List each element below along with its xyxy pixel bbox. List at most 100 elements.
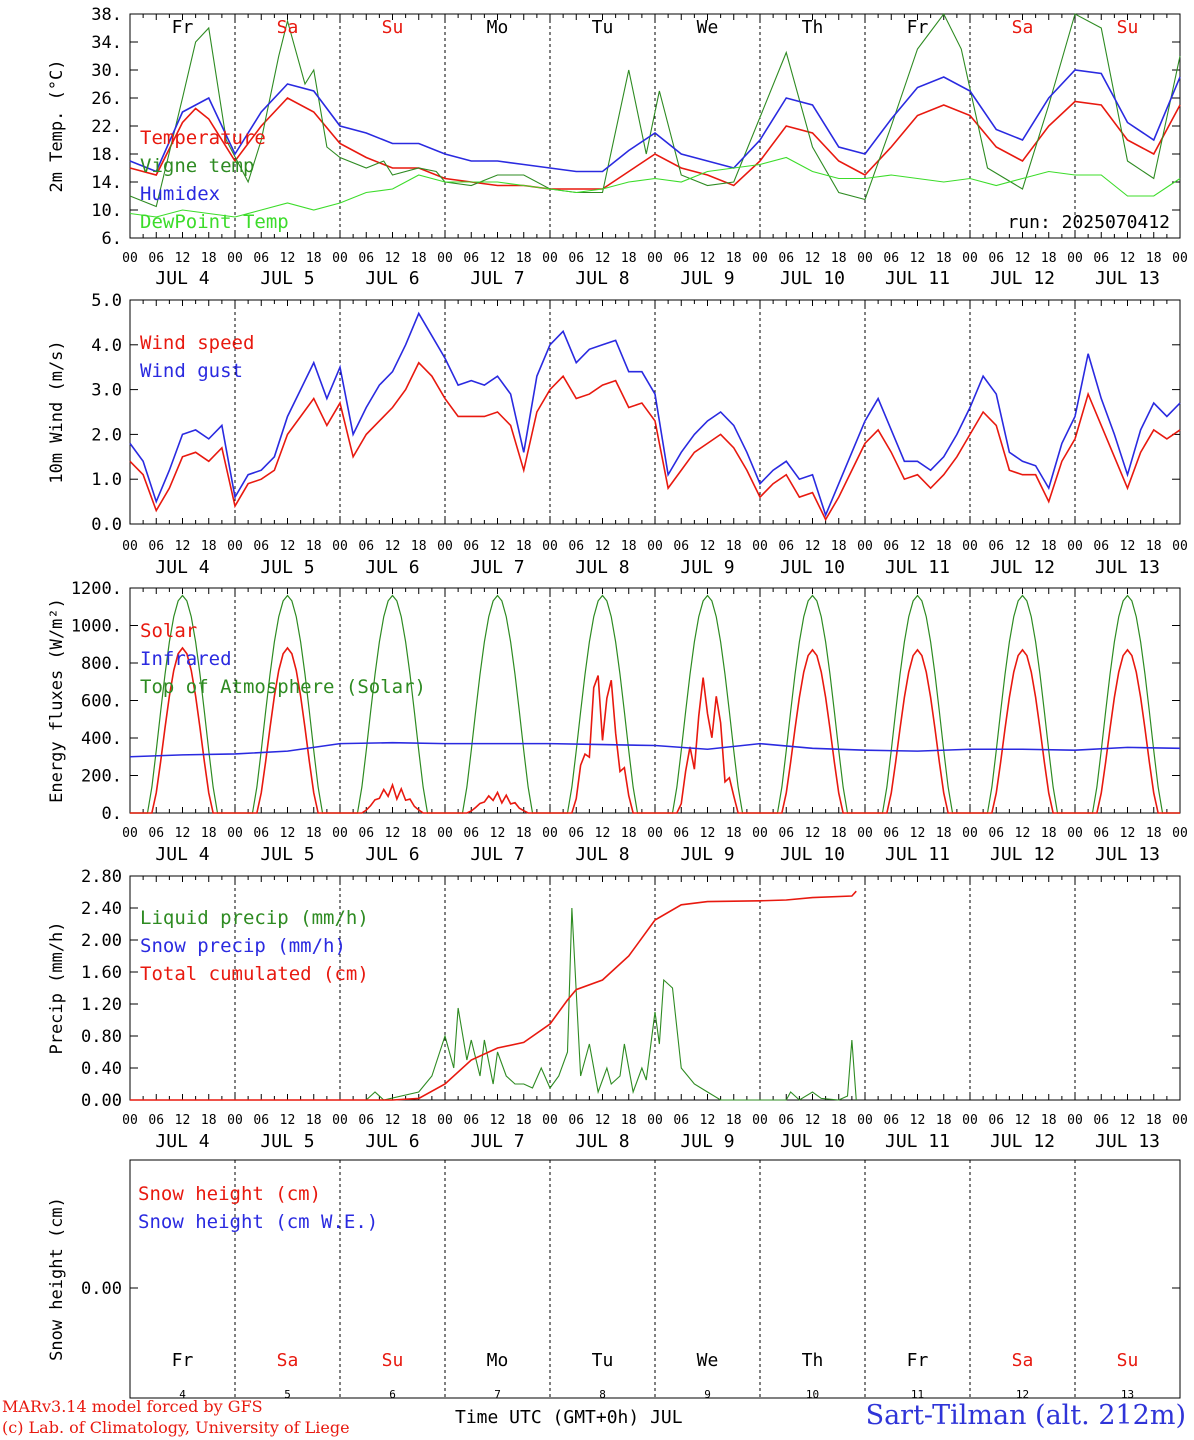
- plot-frame: [129, 1159, 1181, 1399]
- y-tick-label: 1.0: [91, 470, 122, 490]
- date-label: JUL 13: [1095, 1131, 1160, 1152]
- hour-label: 12: [805, 826, 821, 841]
- hour-label: 00: [857, 1113, 873, 1128]
- y-tick-label: 2.80: [81, 867, 122, 887]
- hour-label: 06: [148, 539, 164, 554]
- plot-frame: [129, 587, 1181, 814]
- hour-label: 18: [726, 539, 742, 554]
- weekday-label: Mo: [487, 17, 509, 38]
- hour-label: 00: [542, 1113, 558, 1128]
- hour-label: 06: [568, 251, 584, 266]
- hour-label: 12: [1015, 539, 1031, 554]
- y-tick-label: 0.00: [81, 1091, 122, 1111]
- hour-label: 18: [936, 826, 952, 841]
- hour-label: 06: [253, 539, 269, 554]
- y-tick-label: 2.0: [91, 425, 122, 445]
- series-line-2: [129, 311, 1181, 518]
- date-label: JUL 12: [990, 557, 1055, 578]
- legend-entry: Humidex: [140, 183, 220, 205]
- hour-label: 00: [122, 1113, 138, 1128]
- hour-label: 00: [1172, 826, 1188, 841]
- hour-label: 18: [831, 1113, 847, 1128]
- hour-label: 12: [175, 251, 191, 266]
- hour-label: 12: [280, 826, 296, 841]
- hour-label: 18: [516, 251, 532, 266]
- hour-label: 00: [332, 826, 348, 841]
- x-axis-title: Time UTC (GMT+0h) JUL: [455, 1407, 683, 1428]
- hour-label: 12: [700, 826, 716, 841]
- legend-entry: Snow height (cm W.E.): [138, 1211, 378, 1233]
- day-number: 10: [806, 1388, 819, 1401]
- day-number: 9: [704, 1388, 711, 1401]
- series-line-4: [129, 156, 1181, 218]
- y-tick-label: 0.00: [81, 1279, 122, 1299]
- series-line-1: [130, 907, 857, 1101]
- date-label: JUL 7: [470, 844, 524, 865]
- hour-label: 12: [175, 539, 191, 554]
- hour-label: 00: [752, 1113, 768, 1128]
- hour-label: 00: [647, 251, 663, 266]
- weekday-label: Su: [1117, 1350, 1139, 1371]
- y-axis-label: Precip (mm/h): [47, 921, 67, 1054]
- hour-label: 06: [253, 251, 269, 266]
- hour-label: 18: [1041, 826, 1057, 841]
- day-number: 7: [494, 1388, 501, 1401]
- weekday-label: Th: [802, 17, 824, 38]
- hour-label: 06: [463, 251, 479, 266]
- date-label: JUL 12: [990, 268, 1055, 289]
- legend-entry: Wind gust: [140, 360, 243, 382]
- legend-entry: Liquid precip (mm/h): [140, 907, 369, 929]
- y-tick-label: 0.: [102, 804, 122, 824]
- hour-label: 00: [437, 1113, 453, 1128]
- date-label: JUL 10: [780, 844, 845, 865]
- date-label: JUL 9: [680, 1131, 734, 1152]
- hour-label: 12: [1120, 1113, 1136, 1128]
- hour-label: 18: [726, 1113, 742, 1128]
- date-label: JUL 8: [575, 557, 629, 578]
- hour-label: 00: [857, 251, 873, 266]
- hour-label: 00: [437, 539, 453, 554]
- hour-label: 06: [883, 826, 899, 841]
- date-label: JUL 5: [260, 1131, 314, 1152]
- y-tick-label: 2.00: [81, 931, 122, 951]
- hour-label: 18: [936, 539, 952, 554]
- date-label: JUL 4: [155, 1131, 209, 1152]
- hour-label: 12: [595, 539, 611, 554]
- hour-label: 00: [1067, 539, 1083, 554]
- legend-entry: Top of Atmosphere (Solar): [140, 676, 426, 698]
- hour-label: 18: [936, 251, 952, 266]
- hour-label: 06: [568, 539, 584, 554]
- run-annotation: run: 2025070412: [1007, 212, 1170, 233]
- hour-label: 18: [831, 826, 847, 841]
- hour-label: 18: [1041, 539, 1057, 554]
- y-tick-label: 5.0: [91, 291, 122, 311]
- hour-label: 18: [1146, 1113, 1162, 1128]
- hour-label: 18: [306, 826, 322, 841]
- weekday-label: Mo: [487, 1350, 509, 1371]
- hour-label: 06: [778, 251, 794, 266]
- hour-label: 00: [752, 251, 768, 266]
- hour-label: 06: [253, 826, 269, 841]
- hour-label: 18: [411, 539, 427, 554]
- weekday-label: We: [697, 17, 719, 38]
- hour-label: 18: [936, 1113, 952, 1128]
- date-label: JUL 6: [365, 557, 419, 578]
- hour-label: 18: [516, 539, 532, 554]
- y-tick-label: 6.: [102, 229, 122, 249]
- date-label: JUL 6: [365, 268, 419, 289]
- y-axis-label: 10m Wind (m/s): [47, 340, 67, 483]
- hour-label: 12: [700, 251, 716, 266]
- hour-label: 12: [595, 1113, 611, 1128]
- y-tick-label: 34.: [91, 33, 122, 53]
- hour-label: 12: [490, 1113, 506, 1128]
- legend-entry: Wind speed: [140, 332, 254, 354]
- weekday-label: Fr: [172, 17, 194, 38]
- hour-label: 06: [463, 1113, 479, 1128]
- legend-entry: Infrared: [140, 648, 232, 670]
- weekday-label: Su: [382, 17, 404, 38]
- hour-label: 18: [1146, 539, 1162, 554]
- date-label: JUL 13: [1095, 268, 1160, 289]
- hour-label: 18: [306, 539, 322, 554]
- legend-entry: Snow height (cm): [138, 1183, 321, 1205]
